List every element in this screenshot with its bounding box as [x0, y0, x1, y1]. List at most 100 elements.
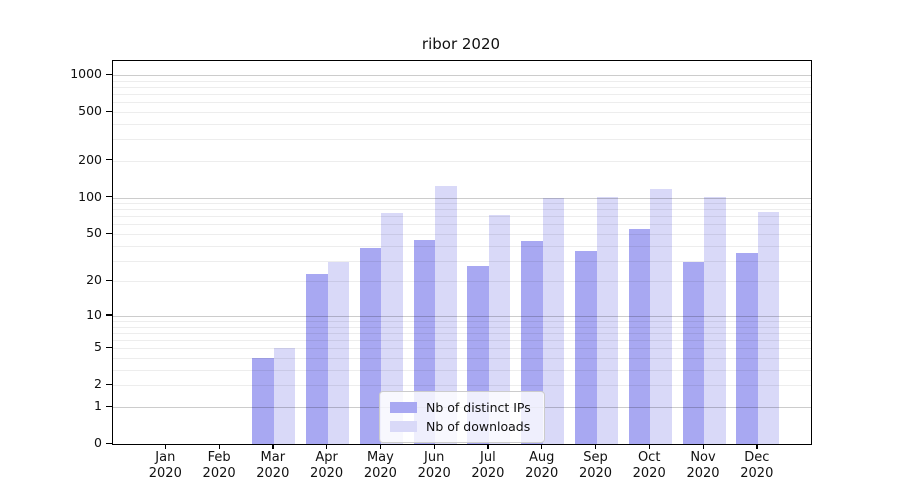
gridline-minor-3 [113, 370, 811, 371]
bar-downloads-oct [650, 188, 672, 444]
x-label-month: Sep [583, 450, 608, 465]
x-label-year: 2020 [310, 466, 344, 481]
gridline-minor-20 [113, 281, 811, 283]
x-tick-jun [433, 444, 435, 450]
x-tick-label-jun: Jun 2020 [392, 450, 476, 482]
x-label-year: 2020 [686, 466, 720, 481]
bar-downloads-may [381, 212, 403, 444]
gridline-major-100 [113, 197, 811, 199]
x-label-month: Dec [744, 450, 770, 465]
x-label-month: Aug [528, 450, 555, 465]
gridline-minor-6 [113, 340, 811, 342]
y-tick-100 [105, 196, 112, 198]
bar-downloads-nov [704, 197, 726, 444]
x-tick-jan [164, 444, 167, 450]
x-label-year: 2020 [471, 466, 505, 481]
x-tick-label-aug: Aug 2020 [500, 450, 584, 482]
y-tick-label-10: 10 [86, 306, 102, 322]
x-label-month: May [366, 450, 394, 465]
gridline-minor-2 [113, 385, 811, 387]
gridline-minor-800 [113, 86, 811, 88]
chart-title: ribor 2020 [421, 35, 501, 53]
legend: Nb of distinct IPs Nb of downloads [379, 391, 545, 443]
legend-label-distinct-ips: Nb of distinct IPs [426, 400, 531, 415]
gridline-minor-8 [113, 326, 811, 328]
gridline-minor-30 [113, 260, 811, 262]
x-tick-may [379, 444, 382, 450]
x-tick-feb [218, 444, 220, 450]
x-label-year: 2020 [740, 466, 774, 481]
x-tick-label-sep: Sep 2020 [554, 450, 638, 482]
gridline-minor-400 [113, 123, 811, 125]
x-tick-label-oct: Oct 2020 [607, 450, 691, 482]
plot-area [112, 60, 812, 445]
gridline-minor-80 [113, 209, 811, 211]
x-tick-label-feb: Feb 2020 [177, 450, 261, 482]
x-tick-label-jan: Jan 2020 [123, 450, 207, 482]
bar-distinct-ips-sep [575, 251, 597, 444]
y-tick-label-20: 20 [86, 272, 102, 288]
bar-downloads-jun [435, 185, 457, 444]
y-tick-label-100: 100 [78, 188, 102, 204]
gridline-minor-500 [113, 112, 811, 113]
x-label-year: 2020 [525, 466, 559, 481]
x-tick-label-jul: Jul 2020 [446, 450, 530, 482]
bar-distinct-ips-nov [682, 262, 704, 444]
x-tick-oct [648, 444, 650, 450]
gridline-minor-90 [113, 203, 811, 205]
gridline-minor-900 [113, 80, 811, 82]
gridline-minor-60 [113, 224, 811, 226]
bar-distinct-ips-may [359, 248, 382, 444]
x-label-year: 2020 [202, 466, 236, 481]
bar-downloads-apr [327, 262, 350, 444]
x-label-month: Apr [315, 450, 338, 465]
y-tick-10 [105, 314, 112, 316]
legend-swatch-downloads [390, 421, 417, 432]
gridline-major-1000 [113, 75, 811, 76]
x-label-year: 2020 [256, 466, 290, 481]
y-tick-5 [105, 346, 112, 349]
x-label-year: 2020 [148, 466, 182, 481]
x-tick-mar [272, 444, 274, 450]
y-tick-500 [105, 110, 112, 112]
bar-distinct-ips-mar [252, 358, 274, 444]
x-label-month: Nov [690, 450, 716, 465]
legend-item-downloads: Nb of downloads [388, 417, 536, 436]
y-tick-20 [105, 279, 112, 282]
x-label-year: 2020 [363, 466, 397, 481]
x-tick-apr [326, 444, 328, 450]
y-tick-1000 [105, 73, 112, 75]
x-label-year: 2020 [632, 466, 666, 481]
bar-distinct-ips-apr [306, 274, 328, 444]
gridline-minor-70 [113, 216, 811, 218]
x-tick-sep [595, 444, 597, 450]
x-tick-label-may: May 2020 [338, 450, 422, 482]
gridline-minor-50 [113, 234, 811, 235]
y-tick-label-1000: 1000 [70, 66, 102, 81]
x-label-month: Feb [207, 450, 231, 465]
x-label-month: Jun [424, 450, 445, 465]
y-tick-label-500: 500 [78, 103, 102, 118]
gridline-minor-40 [113, 245, 811, 247]
bar-downloads-dec [757, 212, 780, 444]
gridline-minor-700 [113, 94, 811, 95]
y-tick-label-0: 0 [94, 435, 102, 450]
y-tick-label-5: 5 [94, 339, 102, 355]
y-tick-label-2: 2 [94, 376, 102, 392]
grid-layer [113, 61, 811, 444]
x-label-month: Mar [260, 450, 286, 465]
y-tick-1 [105, 405, 112, 407]
y-tick-label-50: 50 [86, 225, 102, 240]
x-tick-dec [756, 444, 758, 450]
gridline-minor-7 [113, 332, 811, 334]
x-label-month: Jul [480, 450, 496, 465]
x-tick-label-nov: Nov 2020 [661, 450, 745, 482]
y-tick-0 [105, 442, 112, 444]
y-tick-label-1: 1 [94, 398, 102, 413]
bar-downloads-aug [542, 197, 565, 444]
y-tick-200 [105, 159, 112, 161]
gridline-minor-9 [113, 321, 811, 322]
x-label-month: Jan [155, 450, 176, 465]
gridline-minor-4 [113, 358, 811, 359]
legend-item-distinct-ips: Nb of distinct IPs [388, 398, 536, 417]
